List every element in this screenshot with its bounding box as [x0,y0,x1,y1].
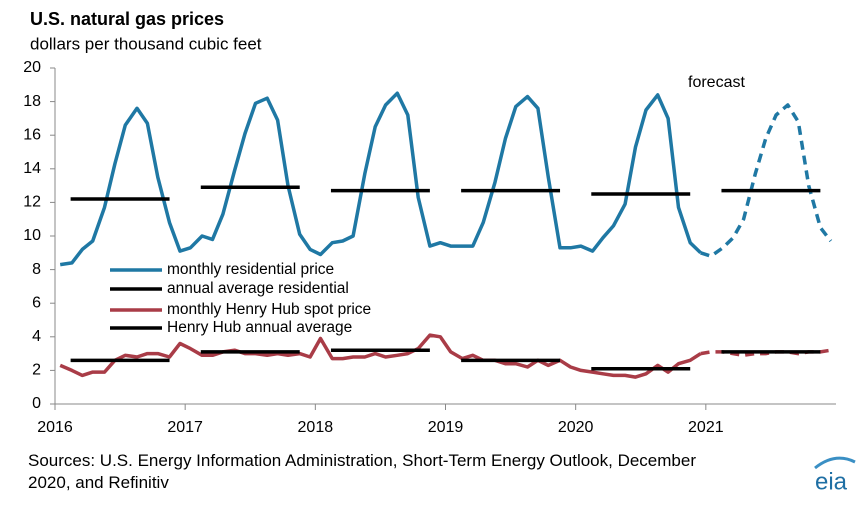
x-tick-label: 2018 [298,419,334,436]
legend-label: annual average residential [167,280,349,297]
y-tick-label: 4 [32,328,41,345]
chart-subtitle: dollars per thousand cubic feet [30,34,262,53]
x-tick-label: 2020 [558,419,594,436]
logo-swoosh [814,456,856,470]
x-tick-label: 2016 [37,419,73,436]
y-tick-label: 16 [23,126,41,143]
source-box: Sources: U.S. Energy Information Adminis… [28,451,696,492]
y-tick-label: 10 [23,227,41,244]
legend-label: monthly residential price [167,261,334,278]
y-tick-label: 20 [23,59,41,76]
history-line [59,91,702,267]
y-tick-label: 6 [32,294,41,311]
y-tick-label: 12 [23,194,41,211]
y-tick-label: 2 [32,362,41,379]
y-tick-label: 14 [23,160,41,177]
y-tick-label: 18 [23,93,41,110]
forecast-label: forecast [688,74,745,91]
y-tick-label: 0 [32,395,41,412]
y-tick-label: 8 [32,261,41,278]
history-line [59,333,702,379]
logo: eia [815,468,848,495]
x-tick-label: 2017 [167,419,203,436]
chart-title: U.S. natural gas prices [30,9,224,29]
x-tick-label: 2019 [428,419,464,436]
x-tick-label: 2021 [688,419,724,436]
legend-label: monthly Henry Hub spot price [167,301,371,318]
forecast-line [700,103,833,258]
legend-label: Henry Hub annual average [167,319,352,336]
source-note: Sources: U.S. Energy Information Adminis… [28,451,696,492]
